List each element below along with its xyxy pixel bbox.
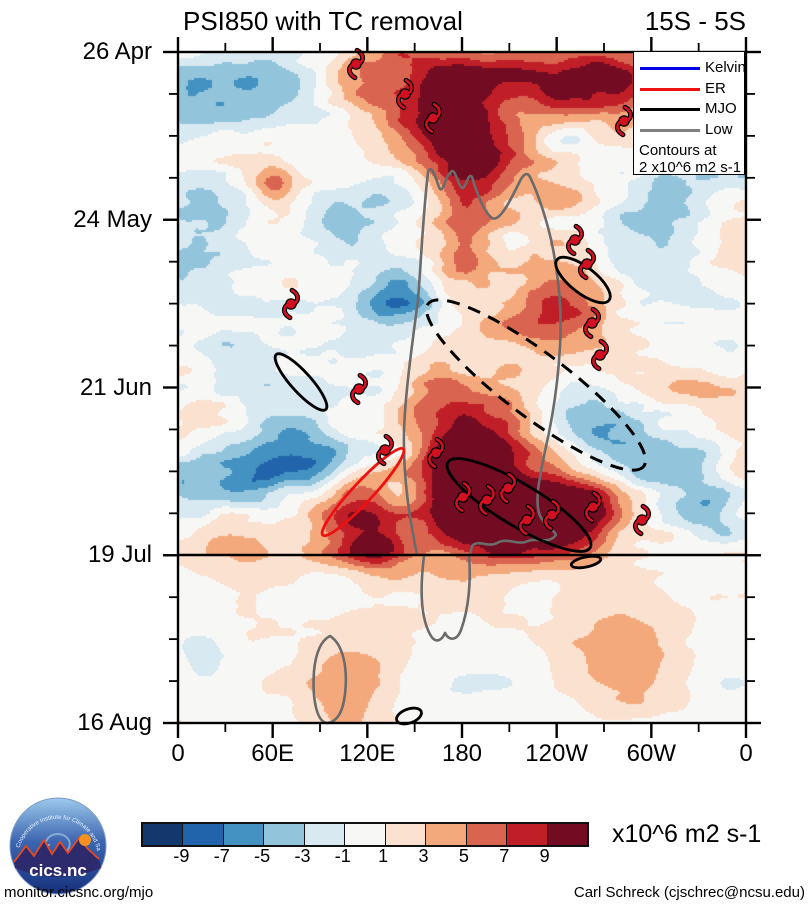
mjo-wave-ellipse bbox=[273, 352, 329, 412]
tropical-cyclone-icon bbox=[583, 490, 603, 524]
mjo-wave-ellipse bbox=[569, 554, 603, 570]
tropical-cyclone-icon bbox=[614, 104, 634, 138]
tropical-cyclone-icon bbox=[632, 503, 652, 537]
legend-item-label: MJO bbox=[705, 100, 737, 117]
tropical-cyclone-icon bbox=[281, 287, 301, 321]
y-tick-label: 19 Jul bbox=[87, 541, 152, 569]
tropical-cyclone-icon bbox=[426, 436, 446, 470]
x-tick-label: 60W bbox=[626, 740, 676, 767]
x-tick-label: 60E bbox=[251, 740, 294, 767]
legend-item-label: ER bbox=[705, 79, 726, 97]
legend-item-label: Low bbox=[705, 120, 733, 138]
colorbar-tick-label: 1 bbox=[378, 846, 389, 866]
legend-line-sample bbox=[640, 108, 700, 111]
mjo-wave-ellipse bbox=[554, 255, 612, 305]
x-tick-label: 120E bbox=[339, 740, 396, 767]
logo-mountains bbox=[14, 838, 101, 877]
colorbar-tick-label: -9 bbox=[173, 846, 190, 866]
mjo-wave-ellipse bbox=[445, 457, 593, 553]
x-tick-label: 0 bbox=[739, 740, 753, 767]
y-tick-label: 26 Apr bbox=[82, 38, 152, 65]
legend-item-label: Kelvin bbox=[705, 59, 746, 76]
legend-item-er: ER bbox=[634, 79, 744, 99]
legend-line-sample bbox=[640, 128, 700, 132]
y-tick-label: 16 Aug bbox=[77, 709, 152, 736]
colorbar-tick-label: 9 bbox=[539, 846, 550, 866]
tropical-cyclone-icon bbox=[577, 247, 597, 281]
tropical-cyclone-icon bbox=[349, 372, 369, 406]
page-title: PSI850 with TC removal bbox=[183, 6, 463, 36]
legend-line-sample bbox=[640, 67, 700, 70]
x-tick-label: 120W bbox=[525, 740, 588, 767]
colorbar-tick-label: 5 bbox=[458, 846, 469, 866]
colorbar-cell bbox=[223, 824, 265, 845]
logo-text: cics.nc bbox=[29, 861, 87, 880]
logo-sun-icon bbox=[79, 834, 91, 846]
colorbar-cell bbox=[264, 824, 305, 845]
mjo-wave-ellipse bbox=[424, 298, 648, 472]
colorbar-cell bbox=[547, 824, 587, 845]
footer-url: monitor.cicsnc.org/mjo bbox=[4, 884, 154, 901]
legend-box: Contours at 2 x10^6 m2 s-1 Kelvin ER MJO Lo… bbox=[633, 51, 746, 176]
cics-nc-logo: cics.nc Cooperative Institute for Climat… bbox=[8, 795, 107, 895]
colorbar-cell bbox=[345, 824, 386, 845]
tropical-cyclone-icon bbox=[517, 503, 537, 537]
tropical-cyclone-icon bbox=[453, 480, 473, 514]
tropical-cyclone-icon bbox=[395, 77, 415, 111]
colorbar-tick-label: 3 bbox=[418, 846, 429, 866]
tropical-cyclone-icon bbox=[565, 223, 585, 257]
colorbar-cell bbox=[183, 824, 224, 845]
y-tick-label: 21 Jun bbox=[79, 373, 152, 401]
low-wave-contour bbox=[420, 555, 472, 642]
tropical-cyclone-icon bbox=[375, 433, 395, 467]
tropical-cyclone-icon bbox=[423, 101, 443, 135]
x-tick-label: 180 bbox=[441, 740, 483, 767]
low-wave-contour bbox=[312, 634, 348, 725]
tropical-cyclone-icon bbox=[498, 471, 518, 505]
colorbar-tick-label: -1 bbox=[334, 846, 351, 866]
y-tick-label: 24 May bbox=[73, 205, 152, 233]
colorbar-cell bbox=[385, 824, 427, 845]
colorbar-tick-label: 7 bbox=[499, 846, 510, 866]
legend-line-sample bbox=[640, 87, 700, 91]
tropical-cyclone-icon bbox=[477, 483, 497, 517]
x-tick-label: 0 bbox=[171, 740, 185, 767]
colorbar-cell bbox=[426, 824, 467, 845]
colorbar-tick-label: -3 bbox=[294, 846, 311, 866]
colorbar-cell bbox=[143, 824, 184, 845]
legend-note-line1: Contours at bbox=[639, 142, 717, 159]
legend-item-kelvin: Kelvin bbox=[634, 58, 746, 78]
er-wave-ellipse bbox=[320, 446, 406, 538]
colorbar-cell bbox=[507, 824, 548, 845]
colorbar-cell bbox=[304, 824, 346, 845]
tropical-cyclone-icon bbox=[582, 306, 602, 340]
legend-item-mjo: MJO bbox=[634, 99, 744, 119]
colorbar-cell bbox=[466, 824, 508, 845]
colorbar-tick-label: -5 bbox=[254, 846, 271, 866]
colorbar-tick-label: -7 bbox=[213, 846, 230, 866]
legend-note-line2: 2 x10^6 m2 s-1 bbox=[639, 159, 742, 176]
footer-credit: Carl Schreck (cjschrec@ncsu.edu) bbox=[573, 884, 805, 901]
colorbar-units-label: x10^6 m2 s-1 bbox=[612, 820, 762, 848]
tropical-cyclone-icon bbox=[542, 498, 562, 532]
tropical-cyclone-icon bbox=[590, 338, 610, 372]
colorbar bbox=[141, 822, 589, 847]
legend-item-low: Low bbox=[634, 120, 744, 140]
low-wave-contour bbox=[402, 168, 562, 556]
tropical-cyclone-icon bbox=[346, 47, 366, 81]
latitude-range-label: 15S - 5S bbox=[644, 6, 746, 36]
